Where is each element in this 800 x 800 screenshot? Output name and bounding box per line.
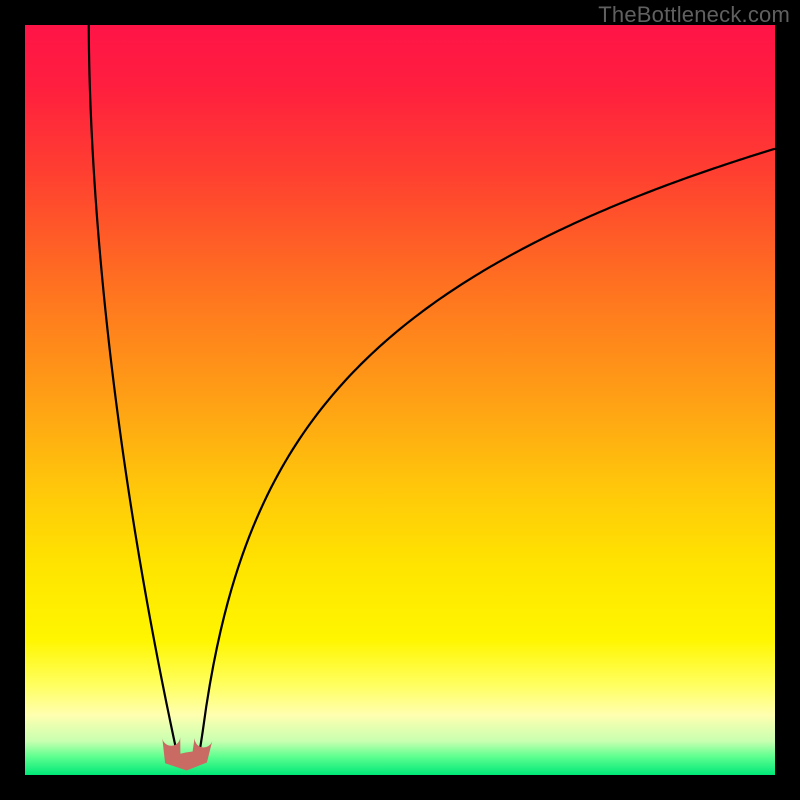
watermark-text: TheBottleneck.com	[598, 2, 790, 28]
bottleneck-chart	[0, 0, 800, 800]
plot-background	[25, 25, 775, 775]
chart-container: TheBottleneck.com	[0, 0, 800, 800]
